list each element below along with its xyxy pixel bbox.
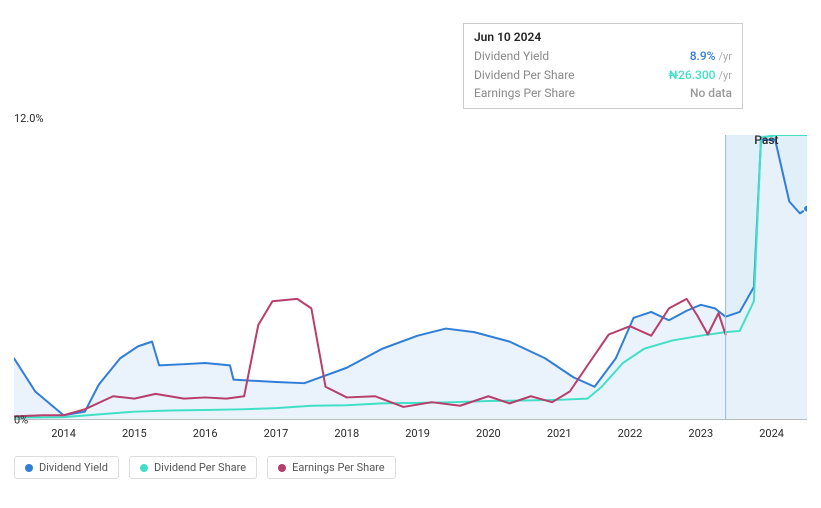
tooltip-row: Dividend Per Share ₦26.300/yr	[474, 66, 732, 85]
chart-area	[14, 135, 807, 420]
x-axis-label: 2016	[193, 427, 218, 440]
x-axis-label: 2014	[51, 427, 76, 440]
tooltip-row: Earnings Per Share No data	[474, 84, 732, 102]
x-axis-label: 2020	[476, 427, 501, 440]
past-label: Past	[754, 133, 778, 147]
x-axis-label: 2015	[122, 427, 147, 440]
x-axis-label: 2021	[547, 427, 572, 440]
x-axis-label: 2017	[264, 427, 289, 440]
chart-svg	[14, 135, 807, 420]
y-axis-label: 12.0%	[14, 112, 44, 125]
x-axis-label: 2022	[618, 427, 643, 440]
legend-dot-icon	[140, 464, 148, 472]
series-area	[14, 140, 807, 420]
legend-dot-icon	[25, 464, 33, 472]
x-axis-label: 2024	[759, 427, 784, 440]
tooltip-row: Dividend Yield 8.9%/yr	[474, 47, 732, 66]
legend-label: Dividend Per Share	[154, 461, 246, 474]
legend-item[interactable]: Earnings Per Share	[267, 456, 396, 479]
x-axis-label: 2019	[405, 427, 430, 440]
tooltip-label: Dividend Yield	[474, 47, 549, 66]
x-axis-label: 2023	[688, 427, 713, 440]
tooltip-label: Dividend Per Share	[474, 66, 575, 85]
y-axis-label: 0%	[14, 414, 28, 427]
tooltip-value: 8.9%/yr	[690, 47, 732, 66]
x-axis-label: 2018	[334, 427, 359, 440]
legend-label: Dividend Yield	[39, 461, 108, 474]
tooltip-label: Earnings Per Share	[474, 84, 575, 102]
chart-tooltip: Jun 10 2024 Dividend Yield8.9%/yrDividen…	[463, 23, 743, 109]
legend-dot-icon	[278, 464, 286, 472]
legend-item[interactable]: Dividend Yield	[14, 456, 119, 479]
tooltip-value: No data	[690, 84, 732, 102]
tooltip-date: Jun 10 2024	[474, 30, 732, 44]
end-dot	[804, 205, 808, 212]
legend-label: Earnings Per Share	[292, 461, 385, 474]
tooltip-value: ₦26.300/yr	[668, 66, 732, 85]
legend-item[interactable]: Dividend Per Share	[129, 456, 257, 479]
legend: Dividend Yield Dividend Per Share Earnings…	[14, 456, 396, 479]
